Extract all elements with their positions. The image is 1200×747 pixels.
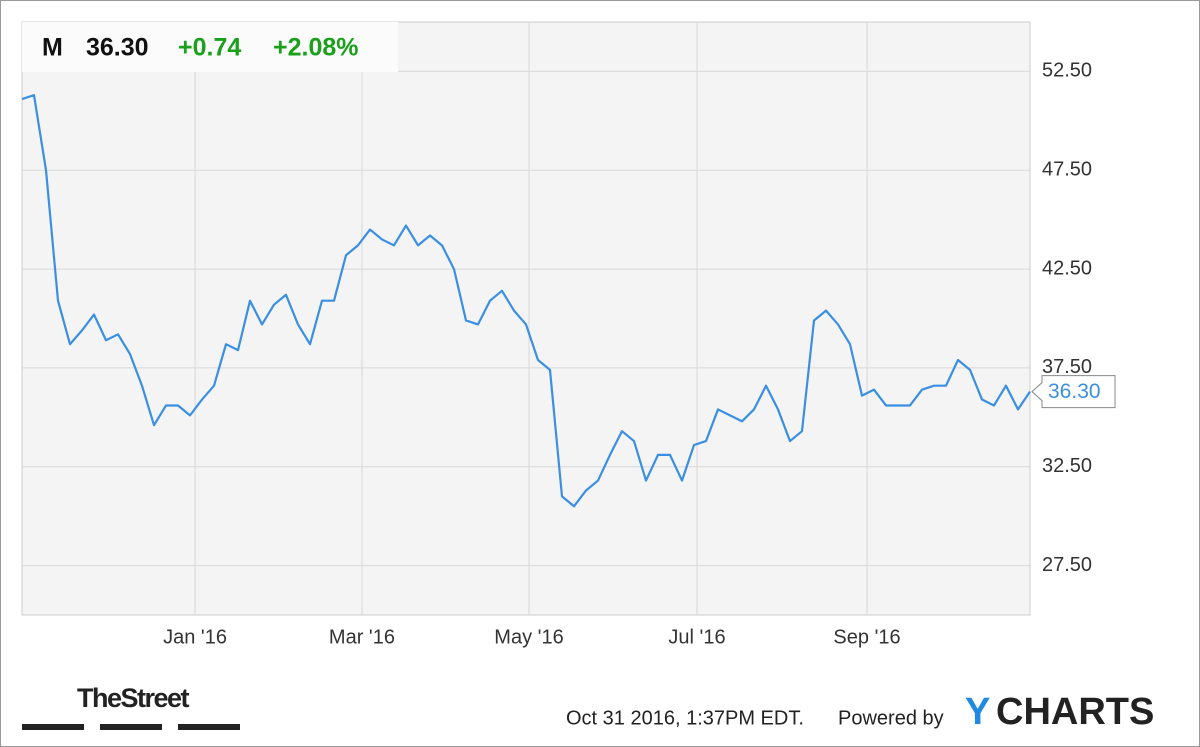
x-tick-label: Jan '16 xyxy=(163,626,227,648)
x-tick-label: Sep '16 xyxy=(833,626,900,648)
last-price-label: 36.30 xyxy=(1048,380,1101,403)
y-tick-label: 42.50 xyxy=(1042,257,1092,279)
quote-box xyxy=(22,22,398,72)
plot-area xyxy=(21,21,1031,616)
logo-bar xyxy=(100,724,162,730)
y-tick-label: 47.50 xyxy=(1042,159,1092,181)
y-tick-label: 37.50 xyxy=(1042,356,1092,378)
quote-change-pct: +2.08% xyxy=(273,34,359,62)
quote-change: +0.74 xyxy=(178,34,241,62)
x-tick-label: Jul '16 xyxy=(668,626,725,648)
x-tick-label: Mar '16 xyxy=(329,626,395,648)
quote-price: 36.30 xyxy=(86,34,149,62)
timestamp: Oct 31 2016, 1:37PM EDT. xyxy=(566,707,804,729)
price-line xyxy=(21,94,1031,508)
x-tick-label: May '16 xyxy=(494,626,563,648)
grid xyxy=(22,22,1030,615)
logo-bar xyxy=(178,724,240,730)
y-tick-label: 27.50 xyxy=(1042,554,1092,576)
y-tick-label: 52.50 xyxy=(1042,60,1092,82)
logo-bar xyxy=(22,724,84,730)
quote-symbol: M xyxy=(42,34,63,62)
brand-y: Y xyxy=(965,691,990,733)
source-logo: TheStreet xyxy=(77,683,190,713)
brand-rest: CHARTS xyxy=(996,691,1154,733)
powered-by: Powered by xyxy=(838,707,944,729)
y-tick-label: 32.50 xyxy=(1042,455,1092,477)
last-price-callout xyxy=(1031,375,1116,409)
